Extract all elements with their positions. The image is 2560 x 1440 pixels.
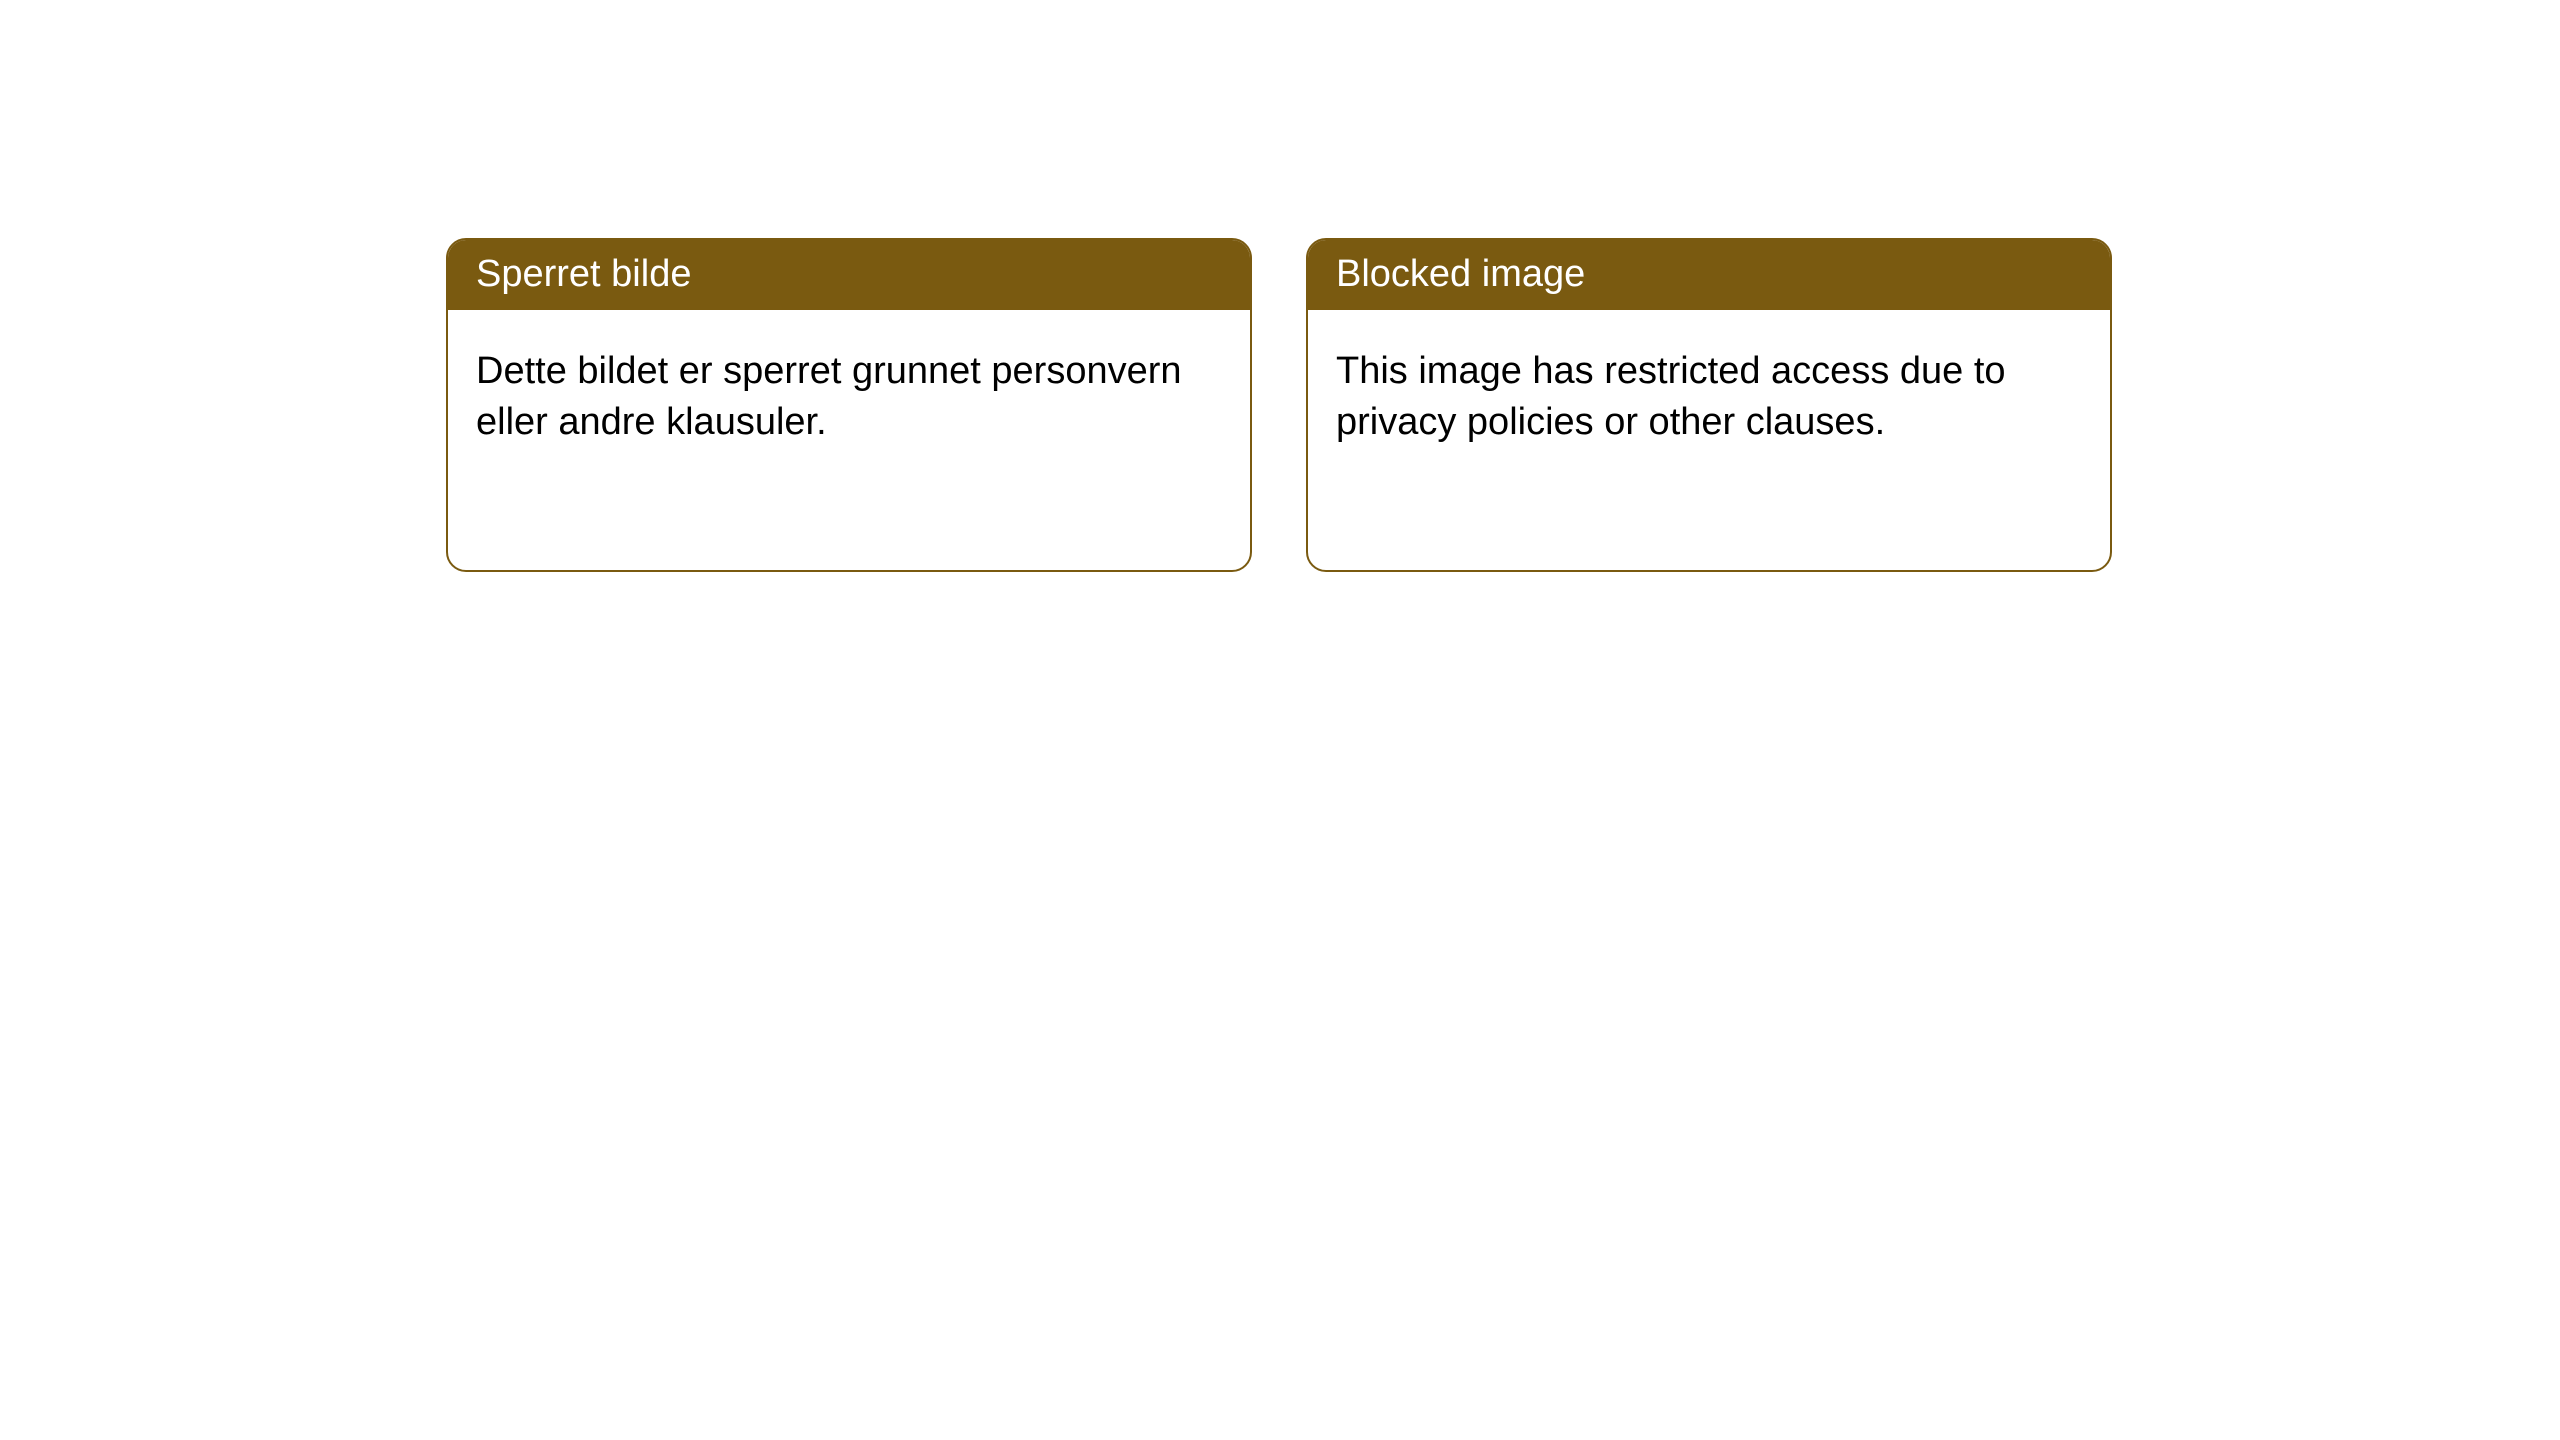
notice-title: Sperret bilde bbox=[448, 240, 1250, 310]
notice-title: Blocked image bbox=[1308, 240, 2110, 310]
notice-body: This image has restricted access due to … bbox=[1308, 310, 2110, 485]
notice-card-english: Blocked image This image has restricted … bbox=[1306, 238, 2112, 572]
notice-container: Sperret bilde Dette bildet er sperret gr… bbox=[0, 0, 2560, 572]
notice-card-norwegian: Sperret bilde Dette bildet er sperret gr… bbox=[446, 238, 1252, 572]
notice-body: Dette bildet er sperret grunnet personve… bbox=[448, 310, 1250, 485]
